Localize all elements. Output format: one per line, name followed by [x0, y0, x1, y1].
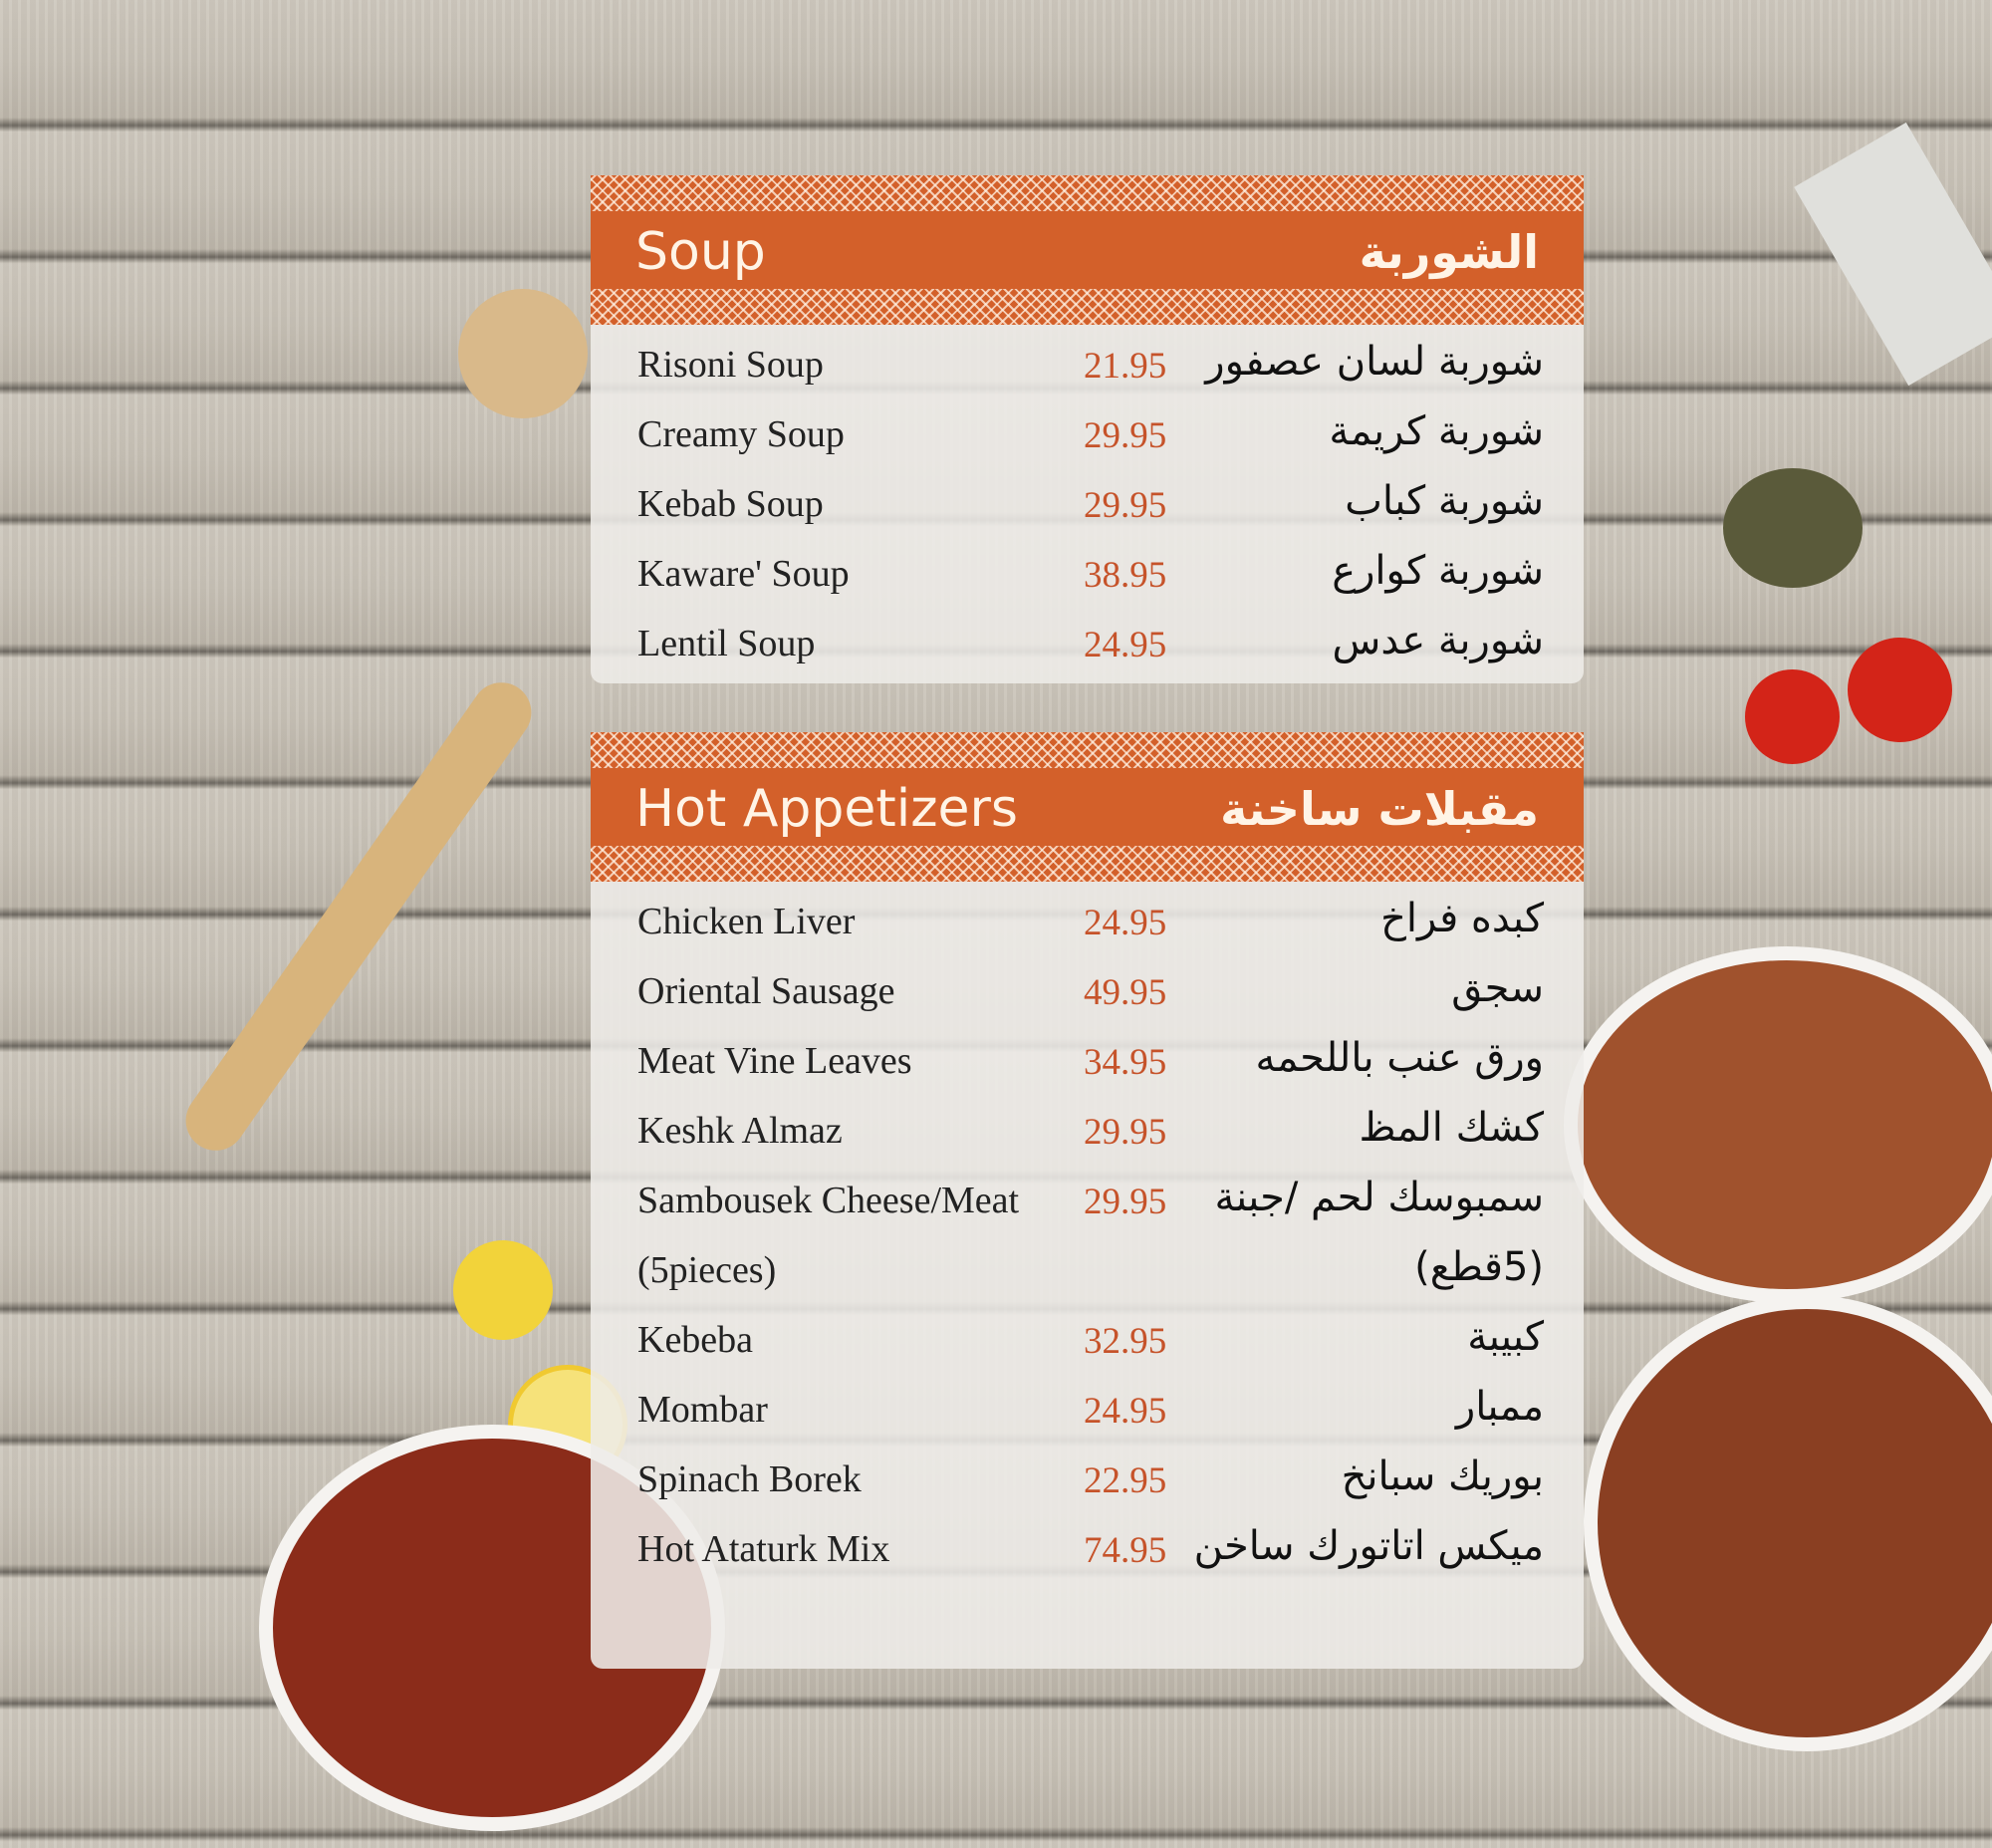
wooden-scoop-image	[458, 289, 588, 418]
menu-item: Kebab Soup 29.95 شوربة كباب	[591, 474, 1584, 544]
ornament-pattern	[591, 175, 1584, 211]
tomato-image	[1745, 669, 1840, 764]
item-name-arabic: (5قطع)	[1414, 1244, 1544, 1290]
item-name: Kaware' Soup	[637, 553, 850, 595]
menu-item: Spinach Borek 22.95 بوريك سبانخ	[591, 1450, 1584, 1519]
item-price: 22.95	[1084, 1460, 1167, 1501]
item-price: 32.95	[1084, 1321, 1167, 1362]
item-name-arabic: شوربة كباب	[1345, 478, 1544, 524]
item-name: Mombar	[637, 1389, 768, 1431]
menu-item: Sambousek Cheese/Meat 29.95 سمبوسك لحم /جب…	[591, 1171, 1584, 1240]
item-price: 29.95	[1084, 485, 1167, 526]
menu-item: Lentil Soup 24.95 شوربة عدس	[591, 614, 1584, 683]
item-name: Sambousek Cheese/Meat	[637, 1180, 1020, 1221]
item-name-arabic: كشك المظ	[1359, 1105, 1544, 1151]
item-name: Keshk Almaz	[637, 1110, 843, 1152]
item-name-arabic: شوربة كوارع	[1332, 548, 1544, 594]
item-name: (5pieces)	[637, 1249, 777, 1291]
item-price: 74.95	[1084, 1530, 1167, 1571]
item-name-arabic: ورق عنب باللحمه	[1255, 1035, 1544, 1081]
menu-item: (5pieces) (5قطع)	[591, 1240, 1584, 1310]
item-name: Kebeba	[637, 1319, 754, 1361]
menu-item: Meat Vine Leaves 34.95 ورق عنب باللحمه	[591, 1031, 1584, 1101]
menu-item: Kebeba 32.95 كبيبة	[591, 1310, 1584, 1380]
menu-item: Hot Ataturk Mix 74.95 ميكس اتاتورك ساخن	[591, 1519, 1584, 1589]
tomato-image	[1848, 638, 1952, 742]
herbs-image	[1723, 468, 1863, 588]
item-price: 29.95	[1084, 415, 1167, 456]
item-name-arabic: شوربة عدس	[1332, 618, 1544, 663]
item-price: 21.95	[1084, 346, 1167, 387]
item-price: 24.95	[1084, 1391, 1167, 1432]
menu-item: Mombar 24.95 ممبار	[591, 1380, 1584, 1450]
item-price: 24.95	[1084, 903, 1167, 943]
item-name: Risoni Soup	[637, 344, 824, 386]
section-title: Soup	[635, 222, 766, 282]
menu-item: Keshk Almaz 29.95 كشك المظ	[591, 1101, 1584, 1171]
item-name-arabic: ممبار	[1455, 1384, 1544, 1430]
hot-appetizers-section: Hot Appetizers مقبلات ساخنة Chicken Live…	[591, 732, 1584, 1669]
item-price: 29.95	[1084, 1112, 1167, 1153]
ornament-pattern	[591, 732, 1584, 768]
item-price: 38.95	[1084, 555, 1167, 596]
section-title: Hot Appetizers	[635, 779, 1019, 839]
item-price: 29.95	[1084, 1182, 1167, 1222]
menu-item: Oriental Sausage 49.95 سجق	[591, 961, 1584, 1031]
item-name-arabic: ميكس اتاتورك ساخن	[1193, 1523, 1544, 1569]
item-name: Meat Vine Leaves	[637, 1040, 912, 1082]
section-header: Soup الشوربة	[591, 175, 1584, 325]
section-title-arabic: الشوربة	[1359, 225, 1539, 279]
ornament-pattern	[591, 846, 1584, 882]
menu-item: Kaware' Soup 38.95 شوربة كوارع	[591, 544, 1584, 614]
item-name-arabic: بوريك سبانخ	[1341, 1453, 1544, 1499]
item-price: 34.95	[1084, 1042, 1167, 1083]
item-name: Creamy Soup	[637, 413, 845, 455]
item-name-arabic: سمبوسك لحم /جبنة	[1214, 1175, 1544, 1220]
menu-item: Chicken Liver 24.95 كبده فراخ	[591, 892, 1584, 961]
item-name: Chicken Liver	[637, 901, 856, 942]
item-name-arabic: شوربة كريمة	[1329, 408, 1544, 454]
item-name: Spinach Borek	[637, 1458, 862, 1500]
section-header: Hot Appetizers مقبلات ساخنة	[591, 732, 1584, 882]
menu-item: Creamy Soup 29.95 شوربة كريمة	[591, 404, 1584, 474]
item-name: Hot Ataturk Mix	[637, 1528, 890, 1570]
item-name: Lentil Soup	[637, 623, 816, 664]
item-name-arabic: سجق	[1451, 965, 1544, 1011]
item-price: 49.95	[1084, 972, 1167, 1013]
lemon-image	[453, 1240, 553, 1340]
item-name-arabic: شوربة لسان عصفور	[1205, 339, 1544, 385]
item-name-arabic: كبده فراخ	[1380, 896, 1544, 941]
item-name-arabic: كبيبة	[1467, 1314, 1544, 1360]
section-title-arabic: مقبلات ساخنة	[1220, 782, 1539, 836]
item-name: Kebab Soup	[637, 483, 824, 525]
menu-item: Risoni Soup 21.95 شوربة لسان عصفور	[591, 335, 1584, 404]
soup-section: Soup الشوربة Risoni Soup 21.95 شوربة لسان …	[591, 175, 1584, 683]
item-price: 24.95	[1084, 625, 1167, 665]
item-name: Oriental Sausage	[637, 970, 895, 1012]
kibbeh-dish-image	[1564, 946, 1992, 1303]
ornament-pattern	[591, 289, 1584, 325]
